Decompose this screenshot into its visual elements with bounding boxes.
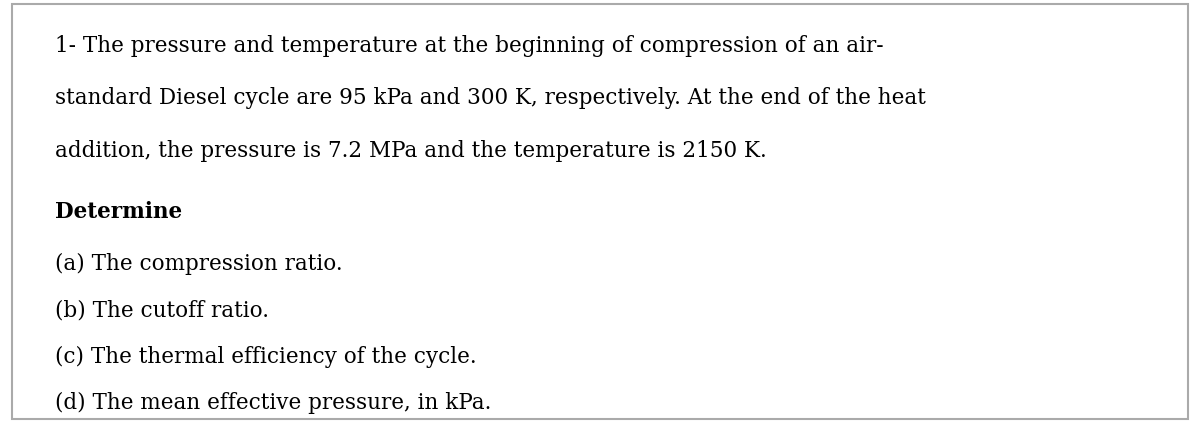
Text: (b) The cutoff ratio.: (b) The cutoff ratio. xyxy=(55,299,269,321)
Text: Determine: Determine xyxy=(55,201,182,222)
Text: (c) The thermal efficiency of the cycle.: (c) The thermal efficiency of the cycle. xyxy=(55,346,476,368)
Text: addition, the pressure is 7.2 MPa and the temperature is 2150 K.: addition, the pressure is 7.2 MPa and th… xyxy=(55,140,767,162)
Text: 1- The pressure and temperature at the beginning of compression of an air-: 1- The pressure and temperature at the b… xyxy=(55,35,884,57)
Text: (a) The compression ratio.: (a) The compression ratio. xyxy=(55,253,343,275)
Text: (d) The mean effective pressure, in kPa.: (d) The mean effective pressure, in kPa. xyxy=(55,392,492,414)
Text: standard Diesel cycle are 95 kPa and 300 K, respectively. At the end of the heat: standard Diesel cycle are 95 kPa and 300… xyxy=(55,87,926,109)
